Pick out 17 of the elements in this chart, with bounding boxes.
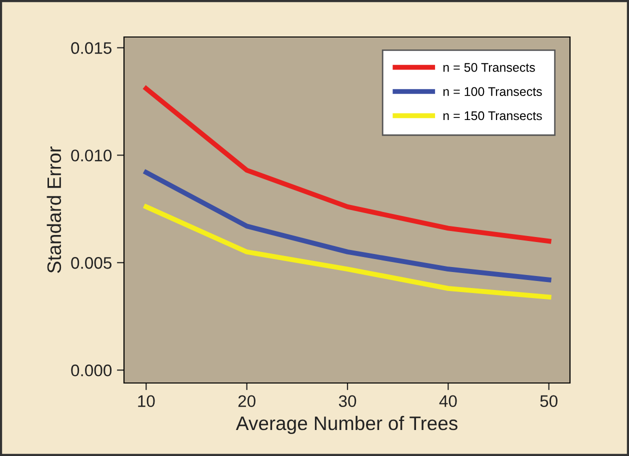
line-series bbox=[144, 204, 552, 300]
x-tick-label: 50 bbox=[540, 395, 558, 408]
x-tick-label: 30 bbox=[338, 395, 356, 408]
x-tick-label: 10 bbox=[138, 395, 155, 408]
x-tick-label: 40 bbox=[439, 395, 457, 408]
line-series bbox=[144, 86, 552, 244]
y-tick-label: 0.010 bbox=[71, 150, 112, 162]
legend-label: n = 150 Transects bbox=[443, 111, 542, 120]
y-tick-label: 0.015 bbox=[71, 42, 112, 54]
line-series bbox=[144, 170, 552, 282]
legend-label: n = 100 Transects bbox=[443, 87, 542, 96]
y-axis-title: Standard Error bbox=[46, 146, 62, 273]
x-tick-label: 20 bbox=[238, 395, 256, 408]
y-tick-label: 0.000 bbox=[71, 364, 112, 376]
legend-label: n = 50 Transects bbox=[443, 63, 535, 72]
x-axis-title: Average Number of Trees bbox=[236, 416, 458, 434]
y-tick-label: 0.005 bbox=[71, 257, 112, 269]
